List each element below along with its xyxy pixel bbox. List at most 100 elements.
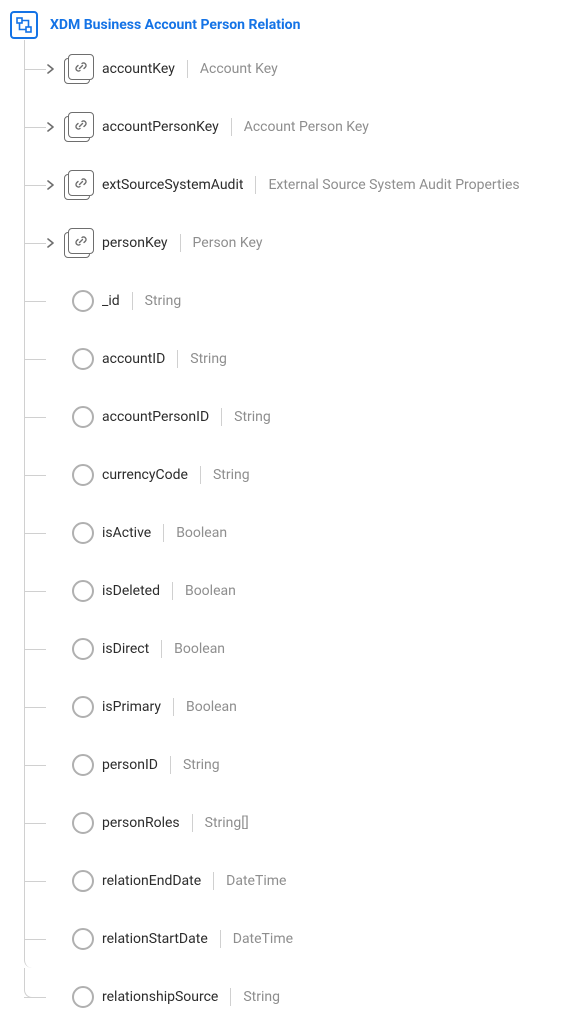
tree-row-content: accountKey Account Key	[46, 54, 278, 84]
schema-root-title: XDM Business Account Person Relation	[50, 17, 300, 33]
expand-chevron-icon[interactable]	[46, 180, 56, 190]
schema-tree: accountKey Account Key accountPersonKey Acc…	[24, 40, 556, 1026]
tree-row[interactable]: isActiveBoolean	[24, 504, 556, 562]
field-name-label: isPrimary	[102, 699, 161, 715]
tree-row-content: relationEndDateDateTime	[46, 870, 286, 892]
tree-row-content: personRoles String[]	[46, 812, 249, 834]
field-divider	[200, 466, 201, 484]
field-name-label: accountPersonID	[102, 409, 209, 425]
field-name-label: personKey	[102, 235, 168, 251]
field-name-label: relationStartDate	[102, 931, 208, 947]
tree-row[interactable]: accountPersonID String	[24, 388, 556, 446]
tree-row[interactable]: _id String	[24, 272, 556, 330]
field-type-label: String	[213, 467, 250, 483]
field-name-label: relationshipSource	[102, 989, 218, 1005]
field-divider	[221, 408, 222, 426]
field-name-label: extSourceSystemAudit	[102, 177, 243, 193]
field-divider	[192, 814, 193, 832]
field-divider	[173, 698, 174, 716]
tree-row-content: personKey Person Key	[46, 228, 262, 258]
tree-row-content: accountID String	[46, 348, 227, 370]
tree-row-content: relationStartDate DateTime	[46, 928, 293, 950]
tree-row-content: _id String	[46, 290, 181, 312]
object-field-icon	[64, 228, 94, 258]
field-type-label: Boolean	[176, 525, 227, 541]
field-type-label: DateTime	[233, 931, 293, 947]
field-type-label: Boolean	[185, 583, 236, 599]
expand-chevron-icon[interactable]	[46, 238, 56, 248]
field-type-label: String	[183, 757, 220, 773]
field-name-label: accountPersonKey	[102, 119, 219, 135]
field-divider	[230, 988, 231, 1006]
field-type-label: String	[145, 293, 182, 309]
scalar-field-icon	[72, 580, 94, 602]
field-divider	[177, 350, 178, 368]
object-field-icon	[64, 54, 94, 84]
field-type-label: String	[234, 409, 271, 425]
tree-row-content: isDirect Boolean	[46, 638, 225, 660]
tree-row-content: isDeleted Boolean	[46, 580, 236, 602]
tree-row-content: isActiveBoolean	[46, 522, 227, 544]
tree-row[interactable]: relationStartDate DateTime	[24, 910, 556, 968]
tree-row[interactable]: isDirect Boolean	[24, 620, 556, 678]
field-name-label: accountKey	[102, 61, 175, 77]
expand-chevron-icon[interactable]	[46, 64, 56, 74]
field-divider	[187, 60, 188, 78]
scalar-field-icon	[72, 464, 94, 486]
field-type-label: String	[243, 989, 280, 1005]
field-divider	[231, 118, 232, 136]
tree-row[interactable]: extSourceSystemAudit External Source Syst…	[24, 156, 556, 214]
tree-row-content: extSourceSystemAudit External Source Syst…	[46, 170, 520, 200]
field-type-label: String[]	[205, 815, 249, 831]
tree-row-content: currencyCode String	[46, 464, 250, 486]
field-name-label: _id	[102, 293, 120, 309]
field-name-label: accountID	[102, 351, 165, 367]
field-type-label: String	[190, 351, 227, 367]
tree-row[interactable]: relationshipSource String	[24, 968, 556, 1026]
field-divider	[161, 640, 162, 658]
scalar-field-icon	[72, 928, 94, 950]
schema-root-row[interactable]: XDM Business Account Person Relation	[10, 10, 556, 40]
field-name-label: currencyCode	[102, 467, 188, 483]
field-divider	[170, 756, 171, 774]
scalar-field-icon	[72, 754, 94, 776]
tree-row[interactable]: accountID String	[24, 330, 556, 388]
tree-row[interactable]: accountKey Account Key	[24, 40, 556, 98]
tree-row[interactable]: personKey Person Key	[24, 214, 556, 272]
field-name-label: isDeleted	[102, 583, 160, 599]
field-type-label: External Source System Audit Properties	[268, 177, 519, 193]
field-divider	[132, 292, 133, 310]
tree-row[interactable]: isPrimary Boolean	[24, 678, 556, 736]
tree-row[interactable]: isDeleted Boolean	[24, 562, 556, 620]
field-type-label: Account Person Key	[244, 119, 369, 135]
tree-row-content: isPrimary Boolean	[46, 696, 237, 718]
field-divider	[172, 582, 173, 600]
field-name-label: personID	[102, 757, 158, 773]
schema-root-icon	[10, 11, 38, 39]
scalar-field-icon	[72, 870, 94, 892]
field-type-label: Boolean	[186, 699, 237, 715]
scalar-field-icon	[72, 638, 94, 660]
scalar-field-icon	[72, 696, 94, 718]
object-field-icon	[64, 112, 94, 142]
field-divider	[255, 176, 256, 194]
field-name-label: isDirect	[102, 641, 149, 657]
tree-row[interactable]: currencyCode String	[24, 446, 556, 504]
field-name-label: personRoles	[102, 815, 180, 831]
field-divider	[213, 872, 214, 890]
expand-chevron-icon[interactable]	[46, 122, 56, 132]
tree-row[interactable]: accountPersonKey Account Person Key	[24, 98, 556, 156]
field-divider	[180, 234, 181, 252]
field-type-label: Person Key	[193, 235, 263, 251]
field-type-label: Account Key	[200, 61, 278, 77]
tree-row[interactable]: personID String	[24, 736, 556, 794]
scalar-field-icon	[72, 406, 94, 428]
field-type-label: Boolean	[174, 641, 225, 657]
tree-row[interactable]: personRoles String[]	[24, 794, 556, 852]
scalar-field-icon	[72, 348, 94, 370]
object-field-icon	[64, 170, 94, 200]
scalar-field-icon	[72, 290, 94, 312]
scalar-field-icon	[72, 522, 94, 544]
tree-row-content: accountPersonID String	[46, 406, 271, 428]
tree-row[interactable]: relationEndDateDateTime	[24, 852, 556, 910]
